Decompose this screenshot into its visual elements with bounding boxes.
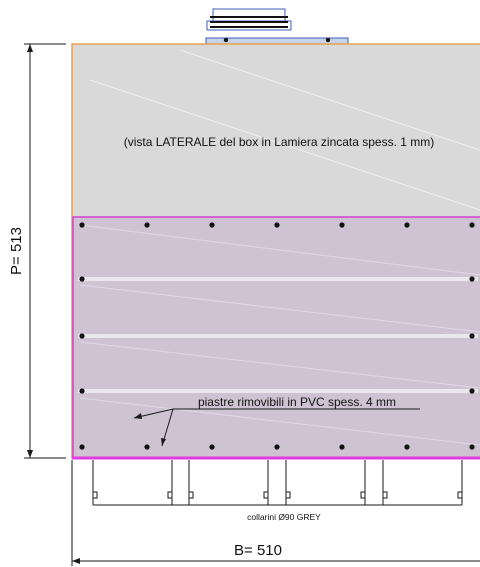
collars-label: collarini Ø90 GREY bbox=[247, 512, 321, 522]
height-label: P= 513 bbox=[8, 227, 25, 275]
collars bbox=[92, 460, 463, 506]
width-dimension bbox=[71, 460, 480, 566]
plates-label: piastre rimovibili in PVC spess. 4 mm bbox=[198, 395, 396, 409]
plates-leader bbox=[133, 408, 420, 447]
side-view-label: (vista LATERALE del box in Lamiera zinca… bbox=[124, 135, 435, 149]
height-dimension bbox=[24, 43, 66, 459]
pvc-plates bbox=[72, 216, 480, 459]
top-fitting bbox=[205, 8, 349, 45]
width-label: B= 510 bbox=[234, 542, 282, 559]
